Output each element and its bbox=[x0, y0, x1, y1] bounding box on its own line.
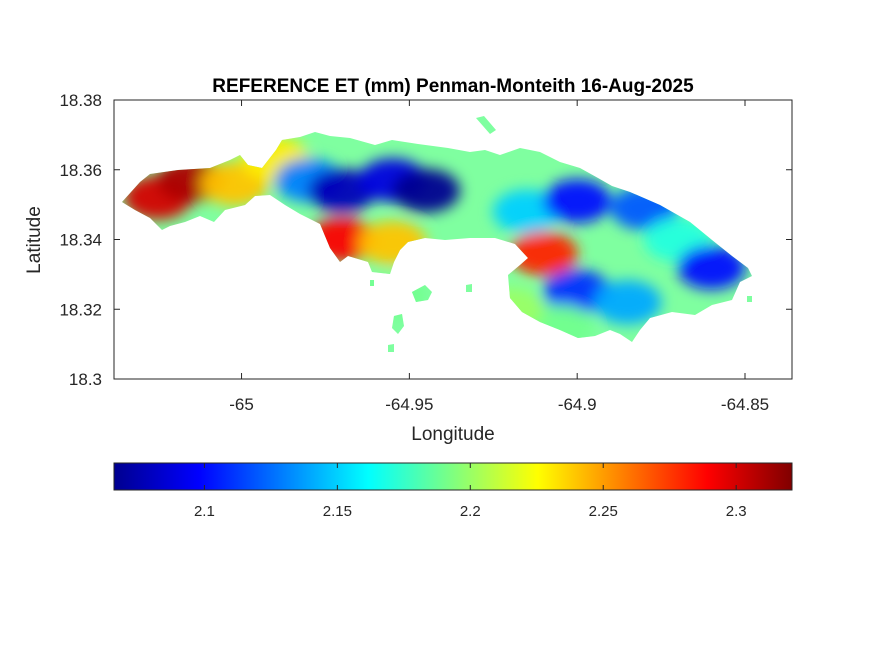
y-axis-label: Latitude bbox=[24, 206, 45, 274]
x-tick-label: -64.95 bbox=[385, 395, 433, 414]
heat-region bbox=[677, 245, 746, 290]
x-tick-label: -64.9 bbox=[558, 395, 597, 414]
x-tick-label: -65 bbox=[229, 395, 254, 414]
colorbar-gradient bbox=[113, 462, 793, 491]
colorbar: 2.1 2.15 2.2 2.25 2.3 bbox=[113, 462, 793, 520]
x-tick-label: -64.85 bbox=[721, 395, 769, 414]
colorbar-tick-label: 2.1 bbox=[194, 503, 215, 520]
colorbar-tick-label: 2.25 bbox=[589, 503, 618, 520]
colorbar-tick-label: 2.3 bbox=[726, 503, 747, 520]
y-tick-label: 18.38 bbox=[59, 91, 102, 110]
y-tick-label: 18.32 bbox=[59, 300, 102, 319]
y-tick-label: 18.3 bbox=[69, 370, 102, 389]
colorbar-ticks: 2.1 2.15 2.2 2.25 2.3 bbox=[194, 463, 747, 520]
y-tick-label: 18.34 bbox=[59, 231, 102, 250]
heat-region bbox=[509, 231, 578, 276]
x-axis-label: Longitude bbox=[411, 424, 494, 445]
heat-region bbox=[593, 280, 662, 325]
heat-region bbox=[392, 168, 461, 213]
y-axis-ticks: 18.38 18.36 18.34 18.32 18.3 bbox=[59, 91, 792, 389]
map-title: REFERENCE ET (mm) Penman-Monteith 16-Aug… bbox=[212, 76, 694, 97]
colorbar-tick-label: 2.15 bbox=[323, 503, 352, 520]
colorbar-tick-label: 2.2 bbox=[460, 503, 481, 520]
map-axes: -65 -64.95 -64.9 -64.85 18.3818.3618.3418.3… bbox=[59, 91, 793, 414]
heat-region bbox=[543, 179, 612, 224]
x-axis-ticks: -65 -64.95 -64.9 -64.85 bbox=[229, 100, 769, 414]
y-tick-label: 18.36 bbox=[59, 161, 102, 180]
